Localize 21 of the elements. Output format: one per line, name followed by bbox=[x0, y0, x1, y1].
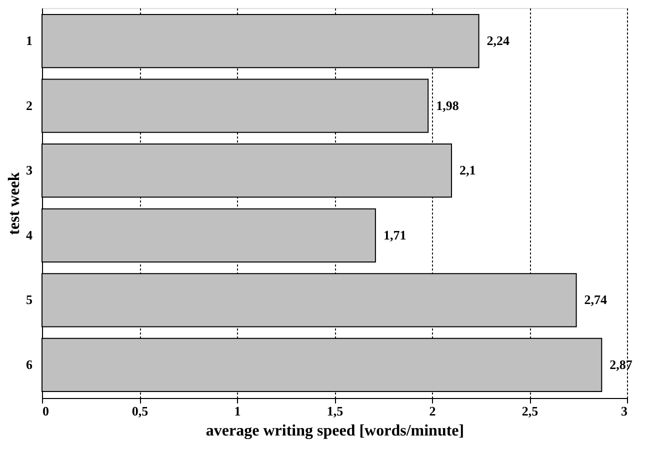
y-tick-label: 3 bbox=[26, 162, 33, 178]
data-label: 2,1 bbox=[460, 162, 476, 178]
data-label: 1,71 bbox=[383, 227, 406, 242]
data-label: 2,87 bbox=[610, 356, 633, 372]
data-label: 2,74 bbox=[584, 292, 608, 308]
y-tick-label: 1 bbox=[26, 33, 32, 48]
y-tick-label: 2 bbox=[26, 98, 32, 113]
x-tick-label: 2,5 bbox=[522, 404, 539, 418]
x-axis-title: average writing speed [words/minute] bbox=[206, 422, 464, 440]
y-tick-label: 4 bbox=[26, 227, 33, 242]
x-tick-label: 0,5 bbox=[132, 404, 149, 418]
y-tick-label: 5 bbox=[26, 292, 33, 308]
x-tick-label: 3 bbox=[621, 404, 628, 418]
x-tick-label: 0 bbox=[42, 404, 49, 418]
x-tick-label: 1 bbox=[234, 404, 241, 418]
data-label: 1,98 bbox=[436, 98, 460, 113]
y-tick-label: 6 bbox=[26, 356, 33, 372]
x-tick-label: 2 bbox=[429, 404, 436, 418]
data-label: 2,24 bbox=[486, 33, 510, 48]
x-tick-label: 1,5 bbox=[326, 404, 344, 418]
y-axis-title: test week bbox=[6, 172, 23, 235]
